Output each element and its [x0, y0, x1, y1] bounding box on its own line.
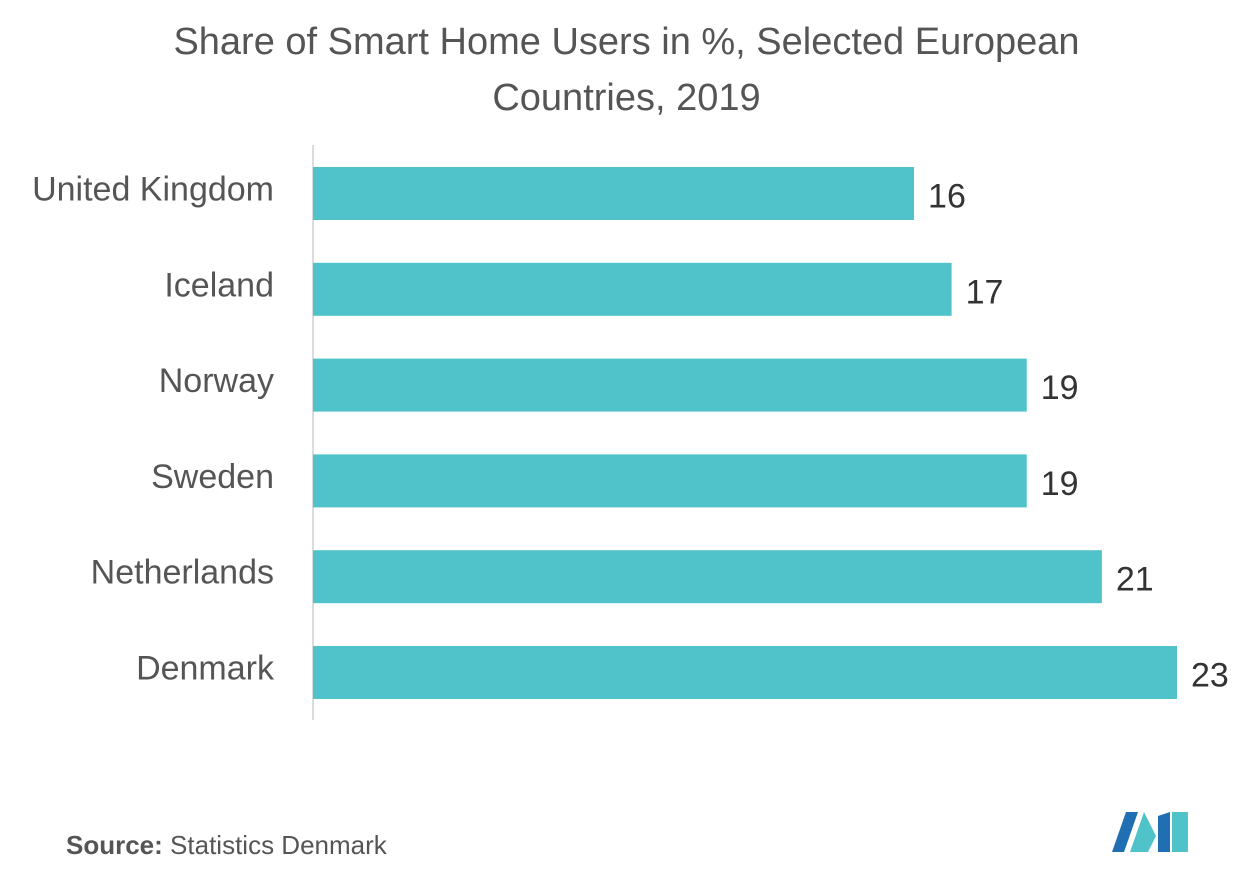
bar-sweden	[313, 454, 1027, 508]
source-note: Source: Statistics Denmark	[66, 830, 387, 861]
data-label-iceland: 17	[966, 273, 1004, 311]
chart-title: Share of Smart Home Users in %, Selected…	[0, 14, 1253, 126]
source-label: Source:	[66, 830, 163, 860]
bar-united-kingdom	[313, 167, 915, 220]
category-label-sweden: Sweden	[151, 458, 274, 496]
chart-title-line-2: Countries, 2019	[492, 77, 761, 119]
data-label-norway: 19	[1041, 369, 1079, 407]
bar-norway	[313, 358, 1027, 412]
category-label-united-kingdom: United Kingdom	[32, 170, 274, 208]
category-label-netherlands: Netherlands	[91, 554, 274, 592]
bar-iceland	[313, 262, 952, 316]
bars-group: United Kingdom 16 Iceland 17 Norway 19 Sweden 1…	[32, 167, 1229, 699]
logo-shape-left	[1112, 812, 1138, 852]
logo-shape-right	[1158, 812, 1170, 852]
data-label-united-kingdom: 16	[928, 177, 966, 215]
category-label-norway: Norway	[159, 362, 274, 400]
bar-netherlands	[313, 550, 1102, 604]
data-label-sweden: 19	[1041, 465, 1079, 503]
data-label-netherlands: 21	[1116, 561, 1154, 599]
chart-title-line-1: Share of Smart Home Users in %, Selected…	[173, 21, 1080, 63]
category-label-iceland: Iceland	[164, 266, 274, 304]
mordor-intelligence-logo-icon	[1112, 812, 1188, 852]
logo-shape-right2	[1172, 812, 1188, 852]
source-text: Statistics Denmark	[170, 830, 387, 860]
bar-denmark	[313, 646, 1177, 699]
logo-shape-mid	[1130, 812, 1156, 852]
category-label-denmark: Denmark	[136, 649, 275, 687]
data-label-denmark: 23	[1191, 656, 1229, 694]
